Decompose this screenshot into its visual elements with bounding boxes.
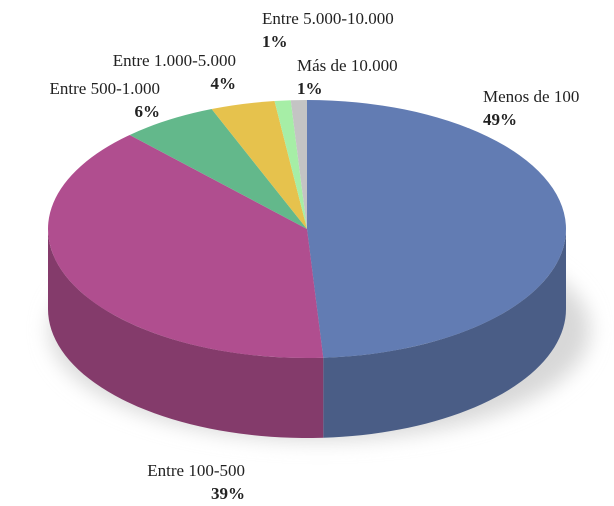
slice: [47, 134, 324, 359]
slice-label: Entre 5.000-10.000: [262, 9, 394, 28]
slice-label: Entre 100-500: [147, 461, 245, 480]
slice-value-label: 1%: [262, 32, 288, 51]
slice-label: Más de 10.000: [297, 56, 398, 75]
slice: [307, 100, 566, 358]
slice-side: [48, 229, 324, 438]
slice-value-label: 1%: [297, 79, 323, 98]
slice: [211, 101, 307, 229]
slice: [274, 100, 307, 230]
slice-value-label: 49%: [483, 110, 517, 129]
slice-label: Entre 500-1.000: [50, 79, 160, 98]
slice-label: Menos de 100: [483, 87, 579, 106]
slice-side: [323, 229, 566, 438]
slice-value-label: 6%: [135, 102, 161, 121]
slice: [129, 109, 307, 229]
slice-value-label: 4%: [211, 74, 237, 93]
slice: [290, 100, 307, 229]
slice-value-label: 39%: [211, 484, 245, 503]
slice-label: Entre 1.000-5.000: [113, 51, 236, 70]
